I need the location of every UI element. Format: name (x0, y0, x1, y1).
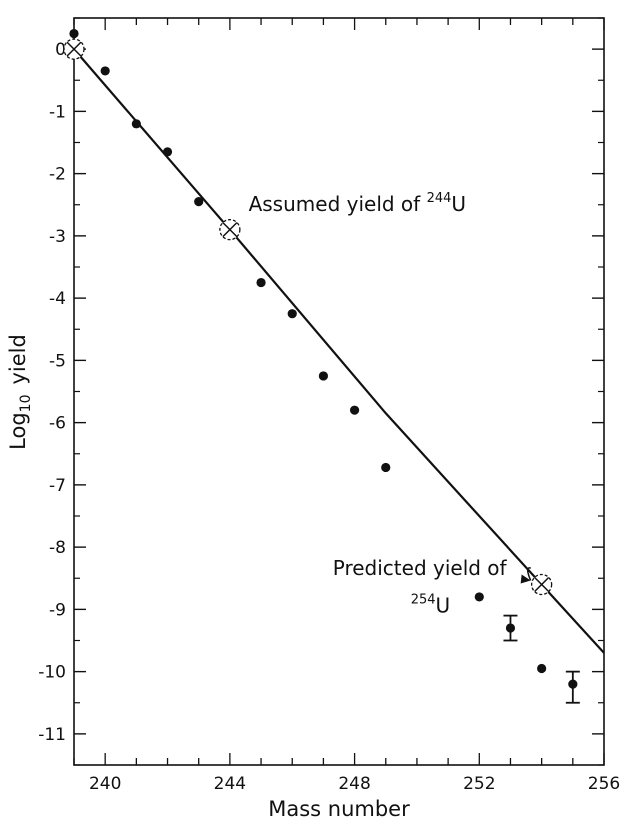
data-point (318, 371, 329, 381)
plot-frame (73, 17, 605, 766)
y-axis: 0 -1 -2 -3 -4 -5 -6 -7 -8 -9 -10 -11 (38, 17, 604, 766)
data-point (537, 663, 547, 674)
y-tick-label: -6 (49, 414, 66, 434)
plot-area (63, 28, 605, 704)
data-point (69, 28, 79, 39)
y-tick-label: -11 (38, 725, 66, 745)
y-tick-label: -9 (49, 600, 66, 620)
y-tick-label: -3 (49, 227, 66, 247)
data-point (381, 462, 391, 473)
y-tick-label: 0 (55, 40, 66, 60)
y-tick-label: -7 (49, 476, 66, 496)
annotations: Assumed yield of 244U Predicted yield of 2… (249, 191, 532, 617)
data-point (287, 309, 297, 319)
annotation-predicted-yield-isotope: 254U (411, 592, 450, 617)
data-point (505, 623, 516, 633)
svg-text:Log10yield: Log10 yield (6, 334, 34, 450)
x-tick-label: 240 (89, 774, 121, 794)
data-point (349, 405, 360, 415)
trend-line (73, 48, 605, 654)
y-axis-title-subscript: 10 (18, 395, 34, 413)
x-tick-label: 248 (338, 774, 370, 794)
y-tick-label: -4 (49, 289, 66, 309)
x-axis-title: Mass number (268, 797, 410, 821)
data-point (162, 147, 173, 157)
y-tick-label: -2 (49, 165, 66, 185)
reference-marker (530, 573, 553, 596)
annotation-assumed-yield: Assumed yield of 244U (249, 191, 466, 216)
reference-marker-cross (66, 41, 82, 57)
data-point (474, 592, 484, 602)
annotation-arrow (526, 567, 532, 581)
y-axis-title-prefix: Log (6, 412, 30, 450)
y-tick-label: -1 (49, 102, 66, 122)
y-axis-title: Log10 yield (6, 334, 34, 450)
y-axis-title-suffix: yield (6, 334, 30, 384)
annotation-arrowhead (520, 574, 531, 584)
data-point (100, 66, 110, 76)
y-tick-label: -5 (49, 351, 66, 371)
data-point (568, 679, 578, 689)
y-tick-label: -10 (38, 663, 66, 683)
annotation-predicted-yield: Predicted yield of (333, 556, 508, 580)
reference-marker (219, 218, 241, 241)
reference-marker-cross (534, 576, 550, 593)
data-point (194, 197, 204, 207)
reference-marker-cross (222, 222, 238, 238)
y-tick-label: -8 (49, 538, 66, 558)
x-tick-label: 256 (588, 774, 620, 794)
data-point (131, 119, 141, 129)
x-axis: 240 244 248 252 256 (73, 18, 620, 794)
x-tick-label: 244 (214, 774, 246, 794)
reference-marker (63, 38, 85, 60)
x-tick-label: 252 (463, 774, 495, 794)
data-point (256, 277, 266, 288)
